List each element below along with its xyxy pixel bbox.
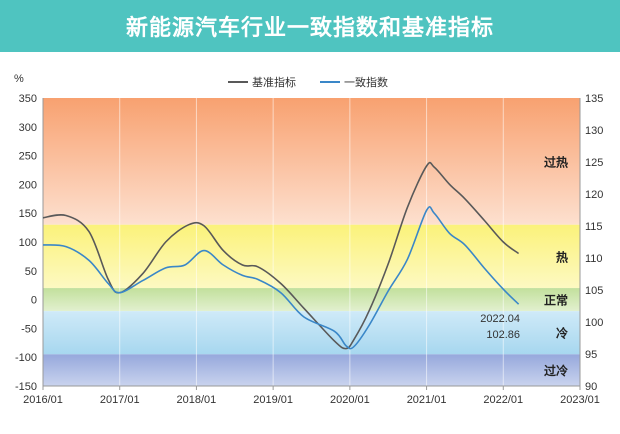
y-tick-left-6: 50: [25, 266, 37, 278]
y-tick-right-5: 110: [585, 253, 603, 265]
zone-label-3: 冷: [556, 326, 568, 341]
legend-label-0: 基准指标: [252, 75, 296, 89]
y-tick-right-7: 100: [585, 317, 603, 329]
y-tick-left-8: -50: [21, 323, 37, 335]
x-tick-6: 2022/01: [483, 394, 523, 406]
y-tick-right-8: 95: [585, 349, 597, 361]
x-tick-5: 2021/01: [407, 394, 447, 406]
zone-band-3: [43, 311, 580, 355]
y-tick-right-6: 105: [585, 285, 603, 297]
x-tick-7: 2023/01: [560, 394, 600, 406]
y-tick-left-7: 0: [31, 295, 37, 307]
y-tick-right-9: 90: [585, 381, 597, 393]
y-tick-right-1: 130: [585, 125, 603, 137]
y-tick-left-5: 100: [19, 237, 37, 249]
y-tick-right-2: 125: [585, 157, 603, 169]
zone-band-2: [43, 288, 580, 312]
y-tick-left-9: -100: [15, 352, 37, 364]
title-banner: 新能源汽车行业一致指数和基准指标: [0, 0, 620, 52]
y-tick-left-3: 200: [19, 179, 37, 191]
chart-title: 新能源汽车行业一致指数和基准指标: [125, 15, 494, 40]
y-tick-right-0: 135: [585, 93, 603, 105]
series-line-coincident: [42, 206, 520, 350]
annotation-date: 2022.04: [480, 313, 520, 325]
x-tick-2: 2018/01: [177, 394, 217, 406]
x-tick-0: 2016/01: [23, 394, 63, 406]
y-tick-left-1: 300: [19, 122, 37, 134]
y-tick-right-4: 115: [585, 221, 603, 233]
x-tick-3: 2019/01: [253, 394, 293, 406]
annotation-value: 102.86: [486, 329, 520, 341]
y-tick-left-10: -150: [15, 381, 37, 393]
x-tick-4: 2020/01: [330, 394, 370, 406]
zone-band-1: [43, 224, 580, 289]
y-tick-right-3: 120: [585, 189, 603, 201]
y-axis-unit: %: [14, 73, 24, 85]
zone-label-1: 热: [556, 249, 568, 264]
zone-label-0: 过热: [544, 154, 568, 169]
y-tick-left-2: 250: [19, 151, 37, 163]
zone-band-0: [43, 98, 580, 225]
zone-band-4: [43, 354, 580, 386]
zone-label-4: 过冷: [544, 363, 568, 378]
y-tick-left-4: 150: [19, 208, 37, 220]
x-tick-1: 2017/01: [100, 394, 140, 406]
y-tick-left-0: 350: [19, 93, 37, 105]
legend-label-1: 一致指数: [344, 75, 388, 89]
zone-label-2: 正常: [544, 293, 568, 308]
